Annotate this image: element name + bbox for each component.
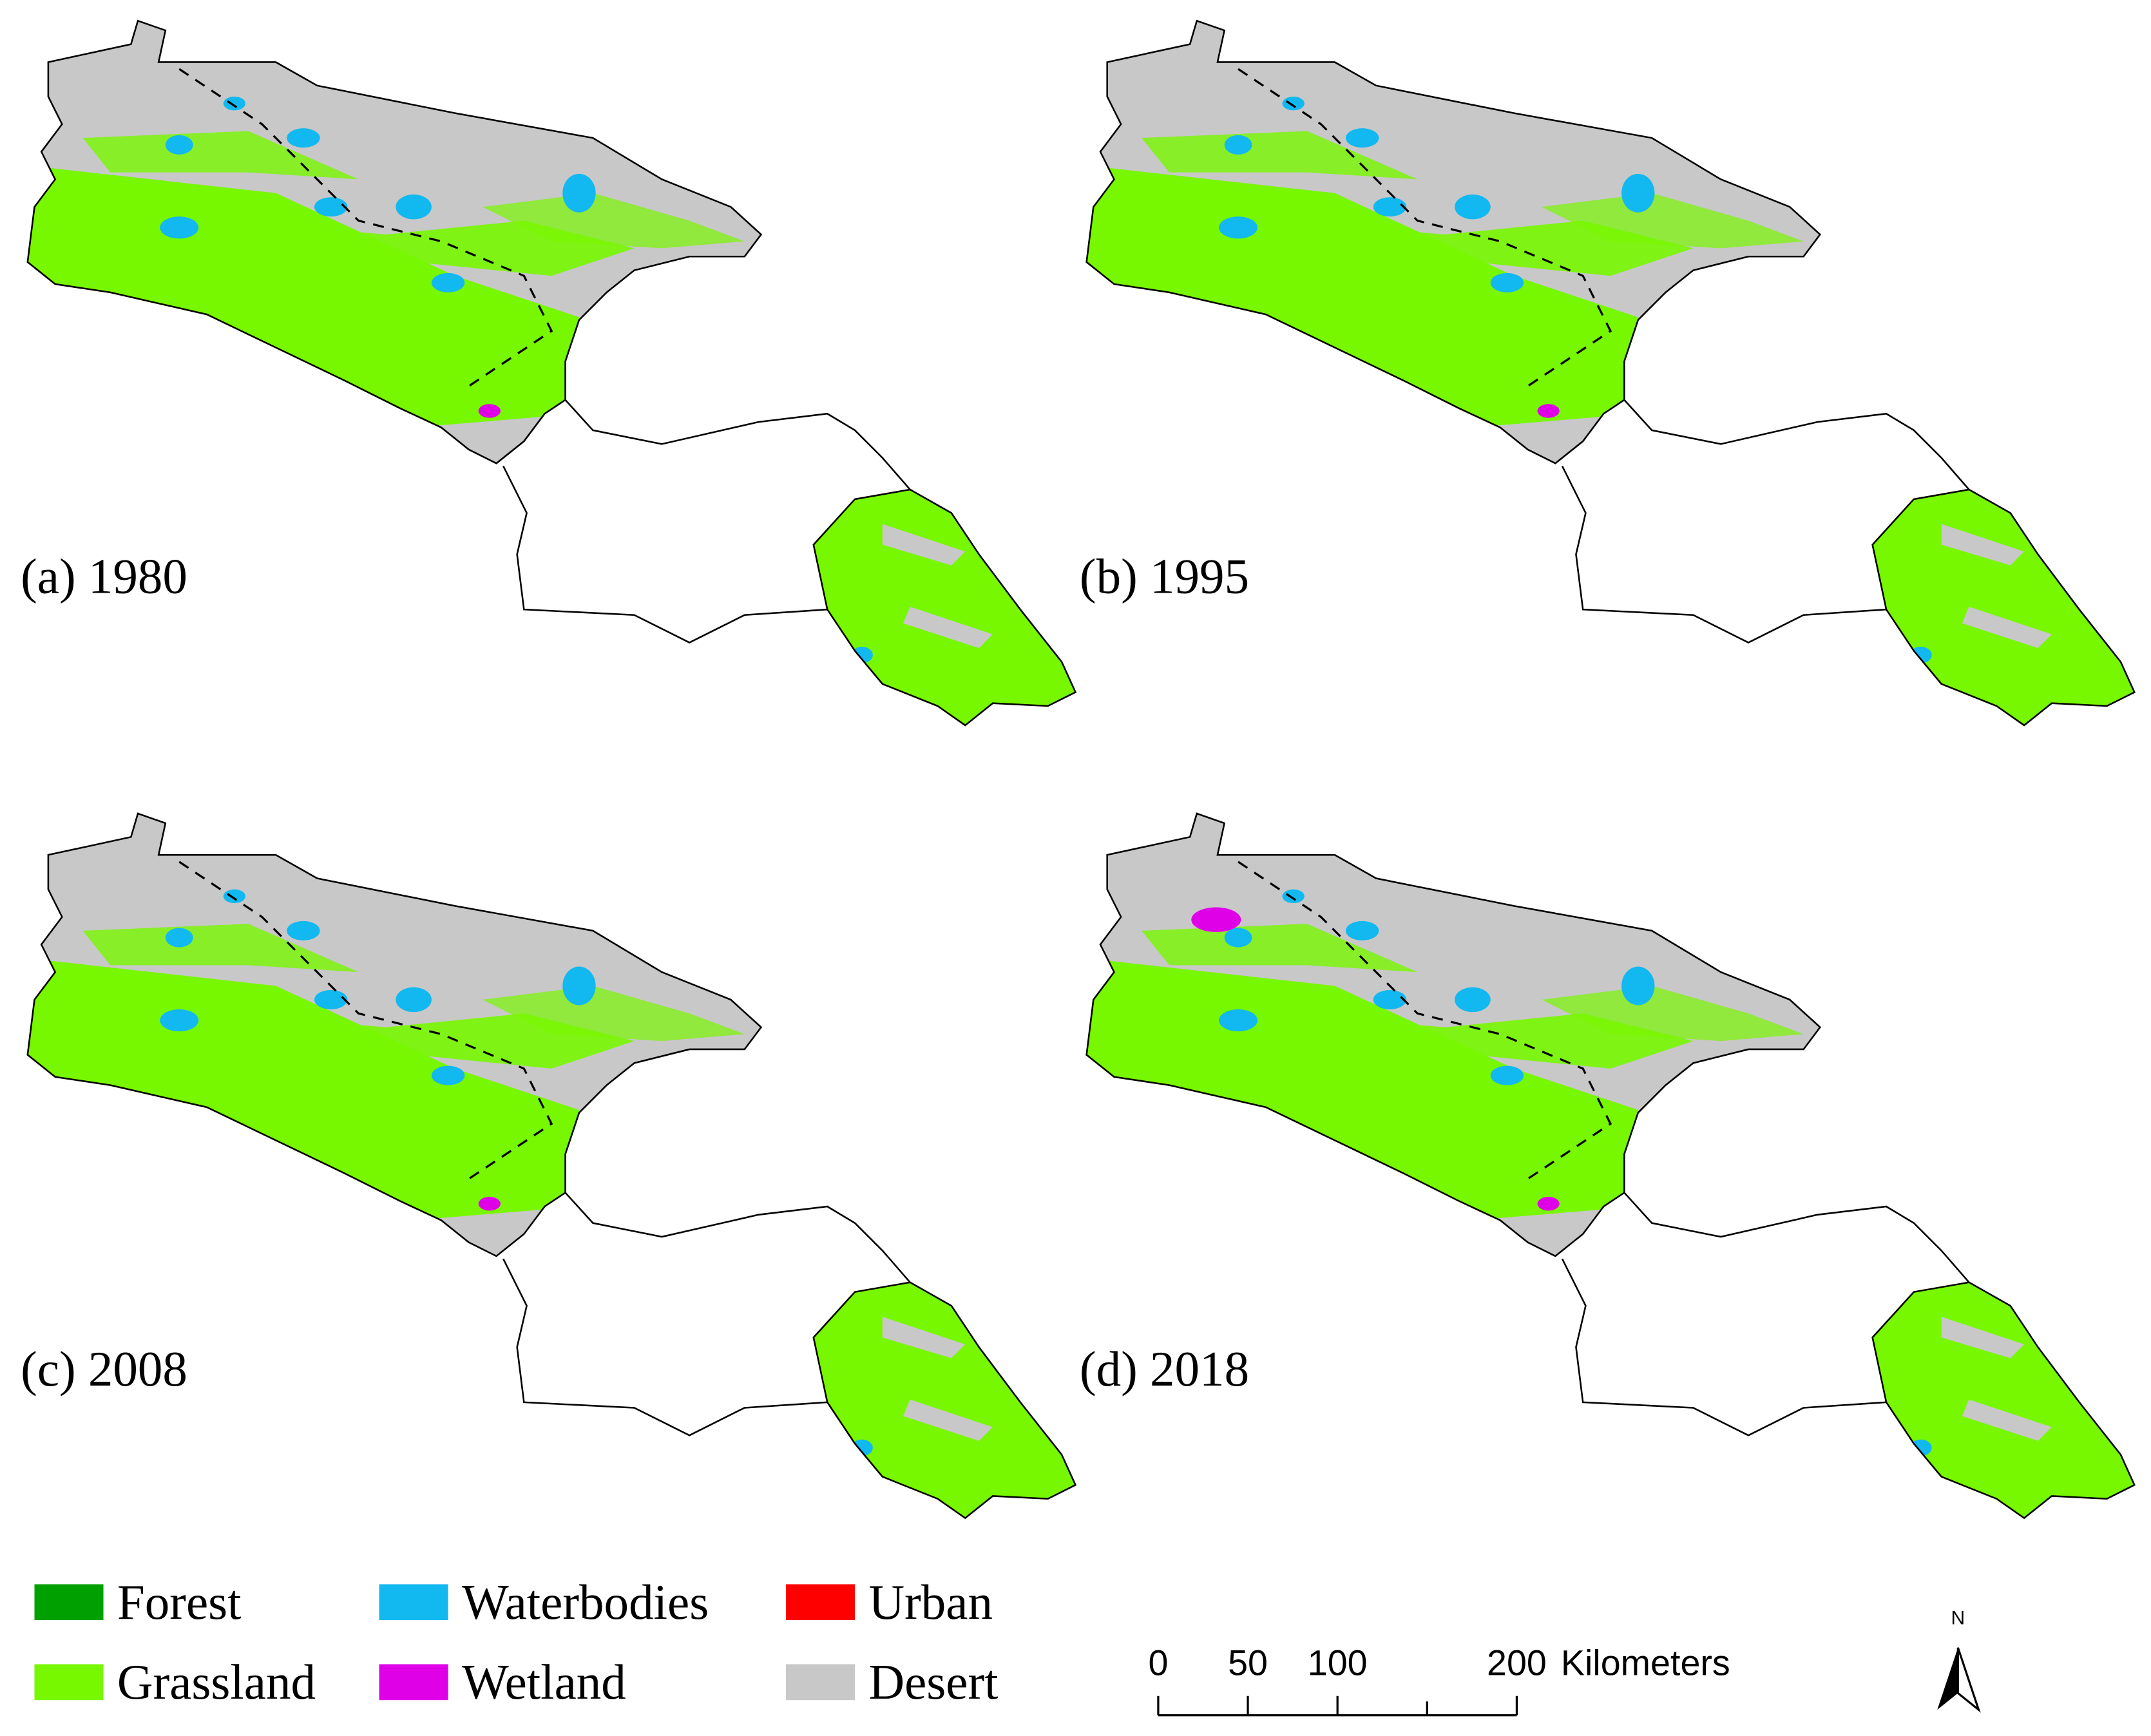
- legend-swatch: [34, 1664, 104, 1701]
- panel-label: (d) 2018: [1080, 1341, 1249, 1397]
- scale-label: 200: [1487, 1643, 1547, 1683]
- map: [1059, 793, 2148, 1523]
- legend-label: Forest: [117, 1574, 242, 1630]
- map: [0, 793, 1089, 1523]
- legend: Forest Grassland Waterbodies Wetland Urban De…: [34, 1574, 999, 1710]
- legend-label: Wetland: [462, 1654, 626, 1710]
- map-panel: (d) 2018: [1059, 793, 2148, 1523]
- panel-label: (a) 1980: [21, 548, 187, 604]
- legend-label: Grassland: [117, 1654, 316, 1710]
- legend-swatch: [786, 1584, 856, 1621]
- legend-swatch: [379, 1664, 448, 1701]
- legend-label: Urban: [868, 1574, 993, 1630]
- panel-label: (b) 1995: [1080, 548, 1249, 604]
- north-arrow: N: [1937, 1608, 1981, 1713]
- legend-swatch: [34, 1584, 104, 1621]
- wetland-patch: [1191, 907, 1241, 933]
- legend-swatch: [379, 1584, 448, 1621]
- scale-bar: 0 50 100 200 Kilometers: [1148, 1643, 1730, 1717]
- scale-label: 0: [1148, 1643, 1168, 1683]
- panels: (a) 1980 (b) 1995 (c) 2008 (d) 2018: [0, 0, 2148, 1523]
- legend-swatch: [786, 1664, 856, 1701]
- legend-label: Desert: [868, 1654, 998, 1710]
- panel-label: (c) 2008: [21, 1341, 187, 1397]
- scale-label: 50: [1228, 1643, 1268, 1683]
- scale-unit: Kilometers: [1561, 1643, 1730, 1683]
- map-panel: (c) 2008: [0, 793, 1089, 1523]
- map: [0, 0, 1089, 730]
- legend-label: Waterbodies: [462, 1574, 709, 1630]
- scale-label: 100: [1308, 1643, 1368, 1683]
- map: [1059, 0, 2148, 730]
- map-panel: (a) 1980: [0, 0, 1089, 730]
- north-label: N: [1951, 1608, 1965, 1629]
- map-panel: (b) 1995: [1059, 0, 2148, 730]
